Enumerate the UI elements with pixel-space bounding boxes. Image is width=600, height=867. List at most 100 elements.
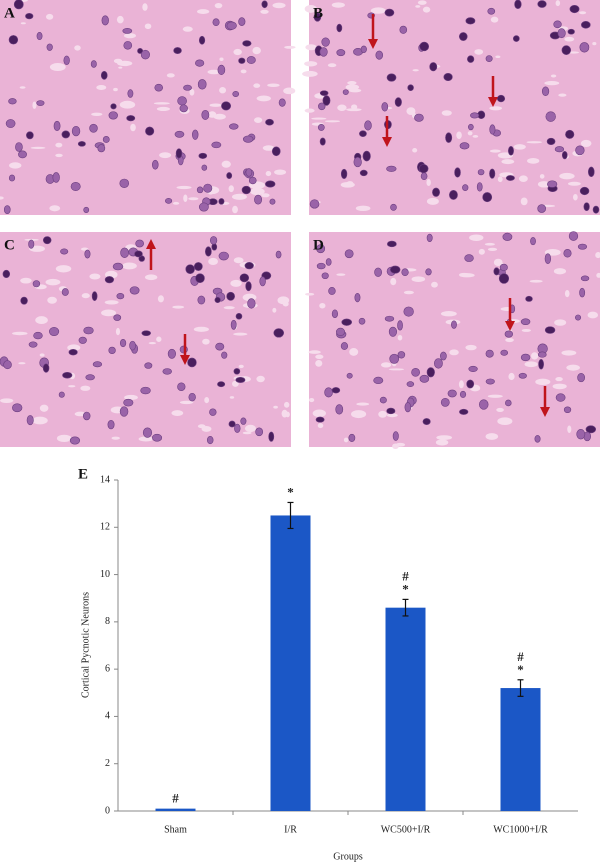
cell-nucleus bbox=[235, 376, 246, 383]
cell-nucleus bbox=[8, 35, 19, 45]
cell-nucleus bbox=[468, 123, 474, 131]
tissue-vacuole bbox=[261, 193, 270, 198]
tissue-vacuole bbox=[558, 93, 567, 97]
cell-nucleus bbox=[46, 43, 53, 51]
tissue-vacuole bbox=[472, 135, 479, 138]
tissue-vacuole bbox=[172, 201, 180, 205]
cell-nucleus bbox=[434, 358, 443, 369]
tissue-vacuole bbox=[412, 148, 418, 153]
tissue-vacuole bbox=[272, 2, 286, 9]
cell-nucleus bbox=[201, 109, 210, 120]
cell-nucleus bbox=[110, 103, 117, 110]
cell-nucleus bbox=[321, 272, 329, 280]
histology-image: A bbox=[0, 0, 296, 215]
cell-nucleus bbox=[235, 313, 243, 320]
tissue-vacuole bbox=[555, 377, 563, 382]
tissue-vacuole bbox=[312, 409, 326, 418]
tissue-vacuole bbox=[487, 394, 503, 398]
tissue-vacuole bbox=[81, 293, 90, 299]
tissue-vacuole bbox=[441, 110, 452, 116]
cell-nucleus bbox=[195, 59, 205, 67]
tissue-vacuole bbox=[214, 2, 223, 9]
cell-nucleus bbox=[575, 314, 582, 321]
tissue-vacuole bbox=[489, 106, 503, 111]
cell-nucleus bbox=[390, 203, 397, 211]
panel-label: B bbox=[313, 5, 323, 21]
cell-nucleus bbox=[336, 327, 345, 336]
tissue-vacuole bbox=[274, 169, 287, 175]
cell-nucleus bbox=[197, 295, 206, 305]
cell-nucleus bbox=[447, 389, 457, 398]
cell-nucleus bbox=[336, 49, 346, 57]
tissue-vacuole bbox=[156, 336, 162, 342]
tissue-vacuole bbox=[118, 66, 123, 69]
tissue-vacuole bbox=[35, 316, 48, 325]
tissue-vacuole bbox=[467, 131, 473, 136]
cell-nucleus bbox=[275, 250, 282, 259]
cell-nucleus bbox=[440, 397, 450, 407]
tissue-vacuole bbox=[219, 57, 224, 61]
tissue-vacuole bbox=[9, 162, 22, 169]
x-tick-label: WC1000+I/R bbox=[493, 824, 548, 835]
cell-nucleus bbox=[26, 131, 34, 140]
tissue-vacuole bbox=[490, 16, 499, 23]
cell-nucleus bbox=[319, 47, 328, 57]
cell-nucleus bbox=[247, 298, 256, 309]
cell-nucleus bbox=[588, 166, 595, 178]
cell-nucleus bbox=[569, 4, 580, 14]
cell-nucleus bbox=[348, 433, 356, 442]
cell-nucleus bbox=[245, 281, 252, 292]
cell-nucleus bbox=[49, 327, 60, 337]
cell-nucleus bbox=[167, 348, 176, 359]
tissue-vacuole bbox=[319, 302, 326, 309]
tissue-vacuole bbox=[487, 247, 498, 251]
tissue-vacuole bbox=[74, 411, 86, 417]
bar-chart: E 0 2 4 6 8 10 12 14 Cortical Pycnotic Neurons Gro… bbox=[78, 466, 578, 862]
tissue-vacuole bbox=[573, 193, 578, 201]
tissue-vacuole bbox=[315, 359, 323, 367]
cell-nucleus bbox=[134, 250, 143, 258]
tissue-vacuole bbox=[527, 158, 540, 164]
cell-nucleus bbox=[466, 379, 475, 389]
cell-nucleus bbox=[432, 187, 440, 197]
cell-nucleus bbox=[555, 393, 566, 402]
tissue-vacuole bbox=[12, 331, 28, 336]
tissue-vacuole bbox=[229, 396, 235, 399]
tissue-vacuole bbox=[284, 45, 296, 49]
panel-label: A bbox=[4, 5, 15, 21]
cell-nucleus bbox=[581, 21, 591, 29]
cell-nucleus bbox=[215, 342, 225, 351]
cell-nucleus bbox=[273, 328, 285, 338]
cell-nucleus bbox=[344, 249, 354, 259]
tissue-vacuole bbox=[55, 265, 72, 273]
tissue-vacuole bbox=[32, 416, 48, 425]
tissue-vacuole bbox=[101, 309, 117, 317]
tissue-vacuole bbox=[124, 33, 136, 39]
cell-nucleus bbox=[537, 0, 547, 8]
tissue-vacuole bbox=[188, 197, 199, 201]
cell-nucleus bbox=[53, 120, 61, 131]
cell-nucleus bbox=[248, 176, 257, 185]
tissue-vacuole bbox=[68, 385, 76, 388]
cell-nucleus bbox=[579, 186, 590, 196]
tissue-vacuole bbox=[426, 197, 439, 205]
cell-nucleus bbox=[218, 198, 225, 205]
tissue-vacuole bbox=[403, 290, 414, 295]
cell-nucleus bbox=[255, 427, 264, 437]
cell-nucleus bbox=[518, 372, 527, 379]
tissue-vacuole bbox=[417, 0, 427, 5]
cell-nucleus bbox=[113, 314, 122, 321]
tissue-vacuole bbox=[159, 152, 172, 159]
tissue-vacuole bbox=[520, 197, 528, 206]
tissue-vacuole bbox=[233, 48, 242, 56]
cell-nucleus bbox=[389, 353, 400, 364]
tissue-vacuole bbox=[346, 181, 354, 186]
cell-nucleus bbox=[232, 91, 240, 97]
bar bbox=[270, 515, 311, 811]
tissue-vacuole bbox=[20, 277, 32, 284]
tissue-vacuole bbox=[564, 36, 575, 42]
cell-nucleus bbox=[520, 353, 531, 362]
cell-nucleus bbox=[397, 320, 403, 331]
tissue-vacuole bbox=[74, 45, 81, 51]
